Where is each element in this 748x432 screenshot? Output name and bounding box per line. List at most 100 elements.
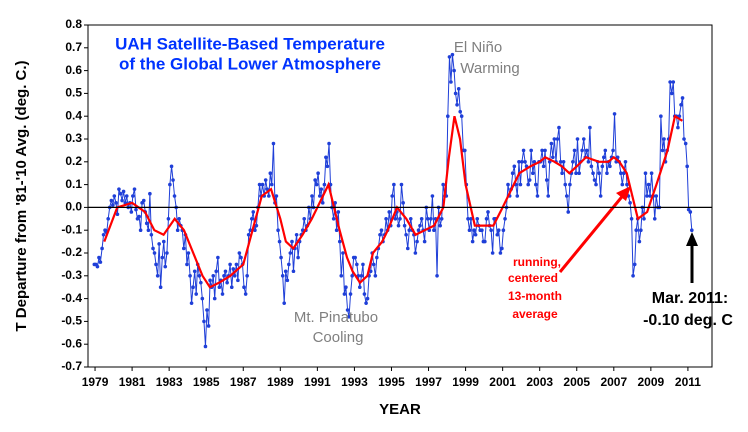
data-point <box>337 239 342 244</box>
data-point <box>313 178 317 182</box>
data-point <box>535 194 540 198</box>
y-axis-label: T Departure from '81-'10 Avg. (deg. C.) <box>13 60 30 331</box>
data-point <box>287 262 291 267</box>
data-point <box>254 223 259 228</box>
x-tick-label: 1979 <box>82 375 109 389</box>
data-point <box>138 228 143 232</box>
x-tick-label: 1989 <box>267 375 294 389</box>
data-point <box>243 292 248 296</box>
data-point <box>277 239 282 244</box>
data-point <box>679 103 683 107</box>
plot-frame <box>87 24 713 368</box>
data-point <box>276 228 280 232</box>
data-point <box>203 344 208 349</box>
data-point <box>396 223 401 228</box>
data-point <box>574 171 578 175</box>
data-point <box>398 217 402 221</box>
title-line: of the Global Lower Atmosphere <box>119 54 381 73</box>
data-point <box>109 198 114 203</box>
data-point <box>229 285 234 290</box>
data-point <box>510 171 515 175</box>
data-point <box>106 217 110 221</box>
annotation: average <box>512 307 558 321</box>
data-point <box>634 228 639 232</box>
data-point <box>495 232 500 237</box>
annotation: Warming <box>460 60 519 77</box>
data-point <box>563 182 568 187</box>
data-point <box>549 141 554 146</box>
data-point <box>682 137 686 141</box>
data-point <box>572 148 577 153</box>
data-point <box>200 296 205 301</box>
data-point <box>197 274 202 278</box>
data-point <box>581 137 586 141</box>
data-point <box>253 228 257 232</box>
x-tick-label: 2003 <box>526 375 553 389</box>
data-point <box>466 217 470 221</box>
data-point <box>175 228 180 232</box>
arrow <box>558 192 627 273</box>
data-point <box>387 210 392 214</box>
data-point <box>257 182 262 187</box>
data-point <box>314 182 319 187</box>
data-point <box>359 274 364 278</box>
data-point <box>500 246 504 251</box>
data-point <box>619 171 623 175</box>
data-point <box>120 198 124 203</box>
data-point <box>155 274 160 278</box>
data-point <box>591 171 595 175</box>
data-point <box>418 223 422 228</box>
data-point <box>480 228 484 232</box>
y-tick-label: 0.7 <box>65 40 82 54</box>
data-point <box>546 194 551 198</box>
data-point <box>220 292 225 296</box>
data-point <box>302 217 307 221</box>
data-point <box>470 239 475 244</box>
y-tick-label: 0.1 <box>65 177 82 191</box>
data-point <box>405 246 410 251</box>
data-point <box>603 148 608 153</box>
data-point <box>331 217 336 221</box>
data-point <box>336 210 341 214</box>
data-point <box>317 194 322 198</box>
data-point <box>441 182 445 187</box>
data-point <box>517 160 521 164</box>
data-point <box>146 228 151 232</box>
x-tick-label: 1981 <box>119 375 146 389</box>
data-point <box>185 262 189 267</box>
data-point <box>154 262 158 267</box>
data-point <box>602 155 606 160</box>
data-point <box>169 164 174 169</box>
data-point <box>629 217 634 221</box>
data-point <box>290 239 294 244</box>
data-point <box>392 182 396 187</box>
data-point <box>181 246 186 251</box>
data-point <box>285 278 290 283</box>
data-point <box>202 319 206 324</box>
data-point <box>577 171 581 175</box>
title-line: UAH Satellite-Based Temperature <box>115 34 385 53</box>
data-point <box>379 228 384 232</box>
data-point <box>364 301 368 305</box>
data-point <box>620 182 625 187</box>
data-point <box>643 171 648 175</box>
data-point <box>584 148 589 153</box>
data-point <box>148 191 152 196</box>
data-point <box>473 232 478 237</box>
data-point <box>631 274 635 278</box>
data-point <box>191 285 195 290</box>
data-point <box>124 194 129 198</box>
y-tick-label: 0.2 <box>65 154 82 168</box>
data-point <box>676 125 680 130</box>
data-point <box>531 171 535 175</box>
data-point <box>422 239 427 244</box>
data-point <box>639 228 643 232</box>
data-point <box>557 125 561 130</box>
data-point <box>373 274 378 278</box>
y-tick-label: 0.6 <box>65 63 82 77</box>
data-point <box>496 228 501 232</box>
data-point <box>111 203 115 207</box>
data-point <box>669 91 674 96</box>
data-point <box>628 201 632 205</box>
